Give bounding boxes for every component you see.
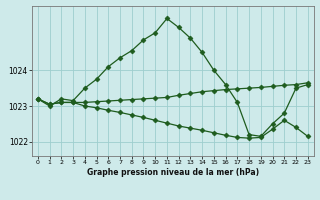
X-axis label: Graphe pression niveau de la mer (hPa): Graphe pression niveau de la mer (hPa): [87, 168, 259, 177]
